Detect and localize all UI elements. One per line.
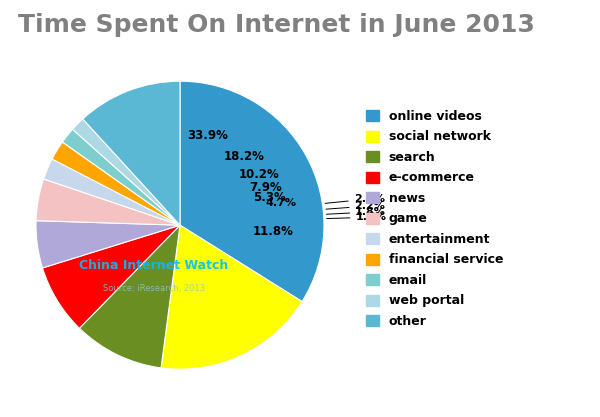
Wedge shape [36, 221, 180, 268]
Wedge shape [73, 119, 180, 225]
Wedge shape [79, 225, 180, 368]
Text: 2.2%: 2.2% [326, 201, 385, 211]
Text: 33.9%: 33.9% [187, 129, 228, 142]
Text: 11.8%: 11.8% [253, 225, 294, 239]
Text: 2.4%: 2.4% [325, 194, 385, 204]
Wedge shape [62, 129, 180, 225]
Text: Source: iResearch, 2013: Source: iResearch, 2013 [103, 284, 205, 293]
Text: 1.8%: 1.8% [326, 207, 386, 217]
Text: 10.2%: 10.2% [238, 168, 279, 181]
Text: 7.9%: 7.9% [249, 181, 282, 194]
Wedge shape [44, 159, 180, 225]
Wedge shape [180, 81, 324, 301]
Text: Time Spent On Internet in June 2013: Time Spent On Internet in June 2013 [18, 13, 535, 37]
Text: 4.7%: 4.7% [266, 198, 297, 208]
Text: China Internet Watch: China Internet Watch [79, 259, 229, 272]
Text: 5.3%: 5.3% [253, 191, 286, 204]
Wedge shape [161, 225, 302, 369]
Legend: online videos, social network, search, e-commerce, news, game, entertainment, fi: online videos, social network, search, e… [366, 110, 503, 328]
Wedge shape [36, 179, 180, 225]
Wedge shape [83, 81, 180, 225]
Wedge shape [43, 225, 180, 328]
Wedge shape [52, 142, 180, 225]
Text: 1.6%: 1.6% [326, 212, 386, 222]
Text: 18.2%: 18.2% [223, 150, 264, 163]
